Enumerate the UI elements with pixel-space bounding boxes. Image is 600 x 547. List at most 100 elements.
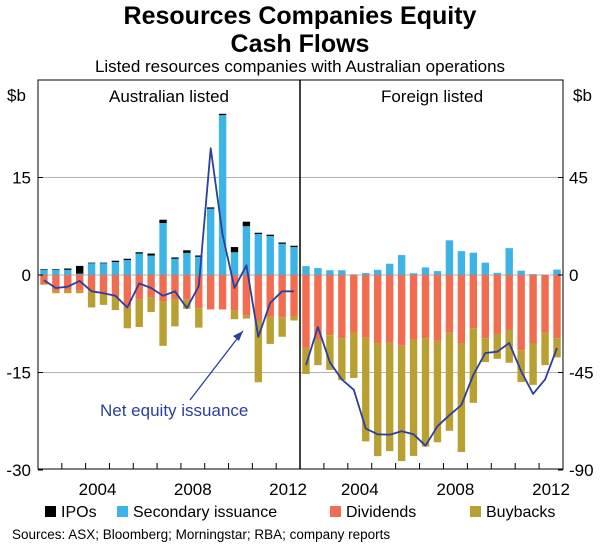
bar-secondary-issuance (373, 269, 382, 275)
bar-buybacks (529, 343, 537, 385)
x-tick-label: 2008 (436, 480, 474, 499)
bar-ipos (183, 250, 191, 253)
bar-dividends (338, 275, 346, 339)
bar-secondary-issuance (517, 270, 525, 275)
y-tick-label-left: -30 (6, 461, 31, 480)
x-tick-label: 2012 (532, 480, 570, 499)
bar-dividends (553, 275, 561, 339)
bar-ipos (171, 257, 179, 259)
bar-dividends (266, 275, 274, 317)
bar-secondary-issuance (469, 252, 478, 275)
chart-subtitle: Listed resources companies with Australi… (94, 57, 506, 76)
bar-ipos (254, 232, 263, 235)
bar-dividends (397, 275, 406, 346)
line-net-equity-issuance (305, 326, 558, 447)
y-unit-label-left: $b (7, 86, 26, 105)
x-tick-label: 2004 (79, 480, 117, 499)
bar-secondary-issuance (242, 226, 251, 275)
bar-secondary-issuance (195, 256, 203, 275)
bar-buybacks (135, 299, 143, 327)
bar-secondary-issuance (505, 248, 513, 275)
bar-dividends (278, 275, 286, 318)
bar-secondary-issuance (206, 208, 215, 275)
bar-ipos (64, 268, 72, 270)
bar-buybacks (338, 338, 346, 381)
bar-dividends (385, 275, 394, 343)
bar-secondary-issuance (457, 251, 466, 275)
bar-buybacks (302, 347, 310, 375)
bar-secondary-issuance (230, 252, 239, 275)
bar-buybacks (242, 315, 251, 319)
bar-dividends (242, 275, 251, 316)
bar-buybacks (541, 332, 549, 366)
bar-buybacks (159, 301, 167, 346)
legend-label-secondary: Secondary issuance (133, 504, 277, 521)
bar-ipos (52, 269, 60, 270)
line-marks (43, 147, 558, 447)
bar-dividends (135, 275, 143, 300)
annotation: Net equity issuance (100, 330, 248, 420)
bar-dividends (302, 275, 310, 348)
bar-dividends (362, 275, 370, 338)
line-net-equity-issuance (43, 147, 294, 338)
bar-buybacks (350, 331, 358, 378)
bar-dividends (206, 275, 215, 310)
bar-buybacks (493, 333, 501, 359)
bar-secondary-issuance (481, 262, 490, 275)
bar-buybacks (517, 350, 525, 383)
bar-ipos (266, 234, 274, 236)
bar-buybacks (397, 345, 406, 462)
bar-ipos (206, 207, 215, 209)
y-tick-label-left: 0 (22, 266, 31, 285)
bar-buybacks (183, 299, 191, 309)
bar-buybacks (171, 299, 179, 327)
bar-dividends (64, 275, 72, 290)
bar-buybacks (123, 306, 132, 329)
bar-buybacks (111, 297, 120, 311)
bar-buybacks (40, 284, 48, 285)
bar-buybacks (278, 317, 286, 337)
legend: IPOs Secondary issuance Dividends Buybacks (45, 504, 555, 521)
bar-secondary-issuance (111, 262, 120, 275)
bar-dividends (373, 275, 382, 344)
bar-secondary-issuance (302, 266, 310, 275)
bar-secondary-issuance (338, 270, 346, 275)
y-tick-label-right: 45 (569, 169, 588, 188)
x-tick-label: 2012 (269, 480, 307, 499)
bar-buybacks (64, 289, 72, 294)
bar-secondary-issuance (123, 260, 132, 275)
bar-secondary-issuance (147, 255, 155, 275)
y-tick-label-right: -45 (569, 364, 594, 383)
source-note: Sources: ASX; Bloomberg; Morningstar; RB… (12, 527, 391, 542)
bar-ipos (218, 113, 227, 116)
annotation-arrow (189, 330, 244, 401)
bar-ipos (99, 262, 108, 264)
bar-secondary-issuance (553, 269, 561, 275)
bar-secondary-issuance (52, 269, 60, 275)
bar-dividends (230, 275, 239, 311)
bar-dividends (409, 275, 418, 340)
y-unit-label-right: $b (573, 86, 592, 105)
bar-secondary-issuance (40, 269, 48, 275)
bar-ipos (87, 262, 96, 264)
bar-buybacks (52, 290, 60, 294)
bar-secondary-issuance (350, 274, 358, 275)
x-tick-label: 2008 (174, 480, 212, 499)
bar-ipos (40, 269, 48, 270)
bar-buybacks (75, 290, 84, 294)
chart-title-line1: Resources Companies Equity (123, 2, 477, 30)
bar-dividends (541, 275, 549, 333)
bar-buybacks (421, 338, 430, 447)
bar-buybacks (326, 335, 334, 370)
bar-buybacks (469, 328, 478, 403)
bar-ipos (123, 258, 132, 261)
bar-buybacks (266, 316, 274, 344)
bar-secondary-issuance (99, 263, 108, 275)
bar-dividends (183, 275, 191, 300)
bar-secondary-issuance (135, 253, 143, 275)
bar-secondary-issuance (278, 243, 286, 275)
bar-ipos (230, 247, 239, 253)
bar-secondary-issuance (159, 223, 167, 275)
bar-buybacks (99, 293, 108, 305)
bar-secondary-issuance (171, 258, 179, 275)
